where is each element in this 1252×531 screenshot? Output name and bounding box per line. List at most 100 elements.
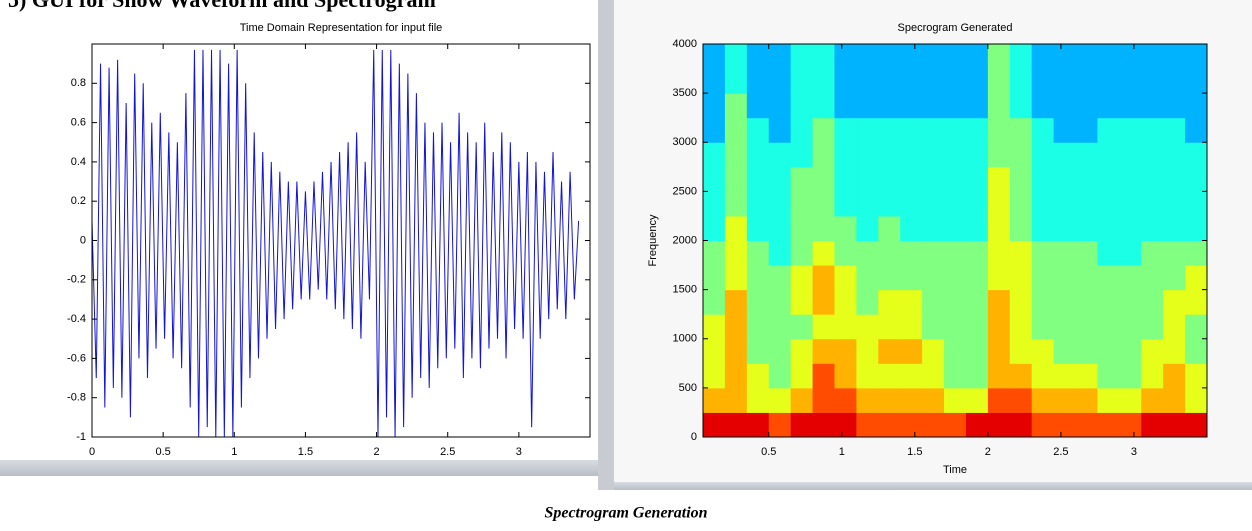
spectrogram-cell: [1119, 166, 1142, 192]
spectrogram-cell: [965, 338, 989, 364]
waveform-chart: 0 0.5 1 1.5 2 2.5 3 -1 -0.8 -0.6 -0.4 -0.2 0 0.2 0.4 0.…: [67, 22, 591, 458]
x-tick-label: 2: [985, 446, 991, 458]
spectrogram-cell: [1163, 142, 1186, 168]
spectrogram-cell: [1185, 166, 1208, 192]
spectrogram-cell: [900, 215, 923, 241]
chart-title: Specrogram Generated: [898, 22, 1013, 34]
spectrogram-cell: [1097, 166, 1120, 192]
spectrogram-cell: [1097, 289, 1120, 315]
spectrogram-cell: [1163, 166, 1186, 192]
spectrogram-cell: [878, 289, 901, 315]
spectrogram-cell: [812, 314, 835, 340]
spectrogram-cell: [768, 166, 792, 192]
spectrogram-cell: [1141, 338, 1164, 364]
spectrogram-cell: [812, 387, 835, 413]
spectrogram-cell: [746, 314, 770, 340]
spectrogram-cell: [1075, 387, 1098, 413]
spectrogram-cell: [1053, 142, 1077, 168]
spectrogram-cell: [812, 338, 835, 364]
spectrogram-cell: [878, 93, 901, 119]
spectrogram-cell: [724, 240, 748, 266]
spectrogram-cell: [1009, 240, 1033, 266]
spectrogram-cell: [1009, 338, 1033, 364]
x-tick-label: 3: [1131, 446, 1137, 458]
spectrogram-cell: [812, 117, 835, 143]
spectrogram-cell: [1075, 44, 1098, 70]
spectrogram-cell: [900, 166, 923, 192]
spectrogram-cell: [987, 166, 1011, 192]
spectrogram-cell: [746, 191, 770, 217]
spectrogram-cell: [1075, 289, 1098, 315]
spectrogram-cell: [1053, 240, 1077, 266]
spectrogram-cell: [965, 265, 989, 291]
spectrogram-cell: [1053, 117, 1077, 143]
spectrogram-cell: [1163, 363, 1186, 389]
spectrogram-cell: [1031, 142, 1055, 168]
spectrogram-cell: [1075, 215, 1098, 241]
spectrogram-cell: [790, 412, 814, 438]
spectrogram-cell: [768, 387, 792, 413]
spectrogram-cell: [1053, 44, 1077, 70]
spectrogram-cell: [790, 93, 814, 119]
spectrogram-cell: [746, 93, 770, 119]
y-tick-label: 2000: [673, 234, 697, 246]
spectrogram-cell: [1185, 265, 1208, 291]
spectrogram-cell: [1119, 289, 1142, 315]
spectrogram-cell: [790, 68, 814, 94]
spectrogram-cell: [746, 412, 770, 438]
spectrogram-cell: [1097, 338, 1120, 364]
spectrogram-cell: [1097, 142, 1120, 168]
spectrogram-cell: [900, 93, 923, 119]
spectrogram-cell: [1031, 314, 1055, 340]
spectrogram-cell: [746, 289, 770, 315]
spectrogram-cell: [1163, 387, 1186, 413]
spectrogram-cell: [1141, 314, 1164, 340]
spectrogram-cell: [944, 289, 967, 315]
spectrogram-cell: [944, 191, 967, 217]
spectrogram-cell: [922, 240, 945, 266]
spectrogram-cell: [1163, 68, 1186, 94]
spectrogram-cell: [790, 314, 814, 340]
spectrogram-cell: [768, 93, 792, 119]
x-tick-label: 2.5: [1053, 446, 1068, 458]
spectrogram-cell: [1163, 44, 1186, 70]
spectrogram-cell: [1119, 215, 1142, 241]
spectrogram-cell: [790, 215, 814, 241]
heading: 5) GUI for Show Waveform and Spectrogram: [8, 0, 436, 12]
spectrogram-cell: [1119, 412, 1142, 438]
spectrogram-cell: [834, 265, 857, 291]
spectrogram-cell: [724, 142, 748, 168]
spectrogram-cell: [965, 289, 989, 315]
spectrogram-cell: [1053, 412, 1077, 438]
spectrogram-cell: [944, 240, 967, 266]
spectrogram-cell: [724, 387, 748, 413]
spectrogram-cell: [703, 240, 726, 266]
spectrogram-cell: [1119, 68, 1142, 94]
spectrogram-cell: [1009, 68, 1033, 94]
spectrogram-cell: [1141, 117, 1164, 143]
spectrogram-cell: [1053, 338, 1077, 364]
spectrogram-cell: [768, 142, 792, 168]
spectrogram-cell: [1119, 142, 1142, 168]
spectrogram-cell: [768, 44, 792, 70]
spectrogram-cell: [1031, 387, 1055, 413]
y-tick-label: 0: [80, 234, 86, 246]
spectrogram-cell: [944, 166, 967, 192]
y-tick-label: -1: [76, 431, 86, 443]
spectrogram-cell: [1097, 93, 1120, 119]
spectrogram-cell: [987, 363, 1011, 389]
spectrogram-cell: [944, 93, 967, 119]
spectrogram-cell: [900, 412, 923, 438]
spectrogram-cell: [1075, 142, 1098, 168]
spectrogram-cell: [1141, 363, 1164, 389]
spectrogram-cell: [1141, 265, 1164, 291]
spectrogram-cell: [987, 215, 1011, 241]
spectrogram-cell: [1009, 314, 1033, 340]
spectrogram-cell: [878, 44, 901, 70]
spectrogram-cell: [878, 166, 901, 192]
spectrogram-cell: [900, 338, 923, 364]
spectrogram-cell: [965, 142, 989, 168]
spectrogram-cell: [724, 412, 748, 438]
spectrogram-cell: [812, 166, 835, 192]
spectrogram-cell: [965, 44, 989, 70]
